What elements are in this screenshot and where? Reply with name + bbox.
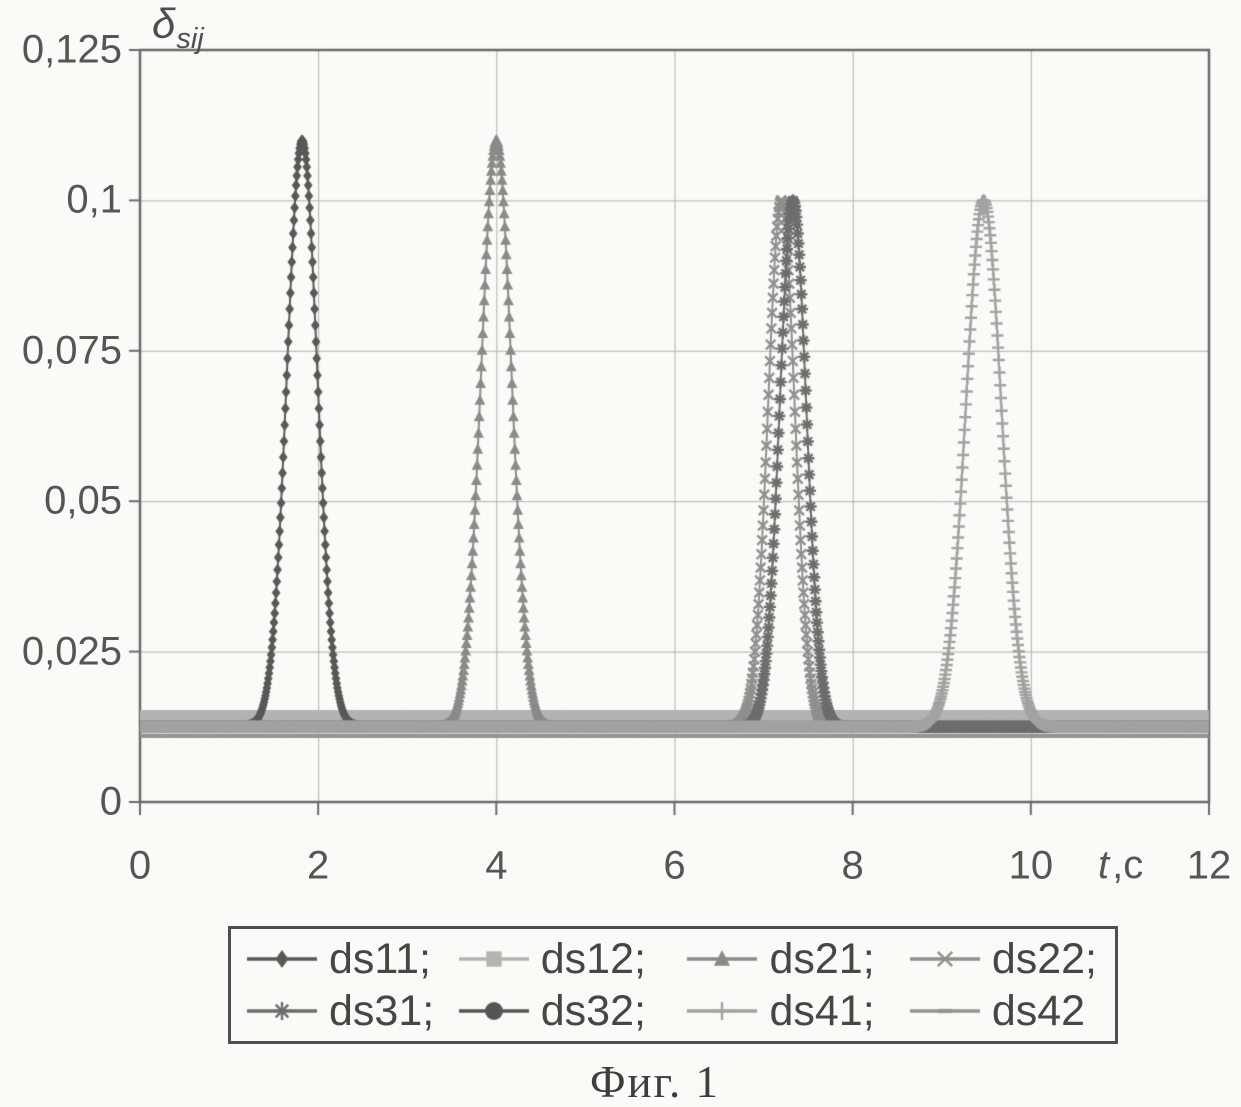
legend-label-ds41: ds41; bbox=[769, 986, 875, 1035]
x-tick-label-10: 10 bbox=[1008, 843, 1054, 888]
legend-label-ds21: ds21; bbox=[769, 934, 875, 983]
y-axis-title-subscript: sij bbox=[176, 23, 204, 55]
y-axis-title: δsij bbox=[152, 0, 204, 55]
legend-marker-triangle-icon bbox=[685, 945, 760, 973]
y-tick-label-0,05: 0,05 bbox=[44, 478, 122, 523]
figure-caption: Фиг. 1 bbox=[589, 1057, 720, 1107]
legend-label-ds12: ds12; bbox=[540, 934, 646, 983]
y-tick-label-0,075: 0,075 bbox=[21, 328, 122, 373]
x-tick-label-8: 8 bbox=[841, 843, 864, 888]
legend-marker-x-icon bbox=[907, 945, 982, 973]
legend-label-ds31: ds31; bbox=[329, 986, 435, 1035]
legend-entry-ds22: ds22; bbox=[907, 933, 1109, 985]
legend-entry-ds31: ds31; bbox=[245, 985, 457, 1037]
legend-marker-plus-icon bbox=[685, 997, 760, 1025]
x-tick-label-0: 0 bbox=[128, 843, 152, 888]
legend-marker-diamond-icon bbox=[245, 945, 319, 973]
y-tick-label-0,125: 0,125 bbox=[21, 27, 122, 72]
legend-marker-asterisk-icon bbox=[245, 997, 319, 1025]
legend-label-ds11: ds11; bbox=[329, 934, 431, 983]
legend-label-ds22: ds22; bbox=[991, 934, 1098, 983]
legend-marker-circle-icon bbox=[456, 997, 531, 1025]
legend-box: ds11; ds12; ds21; ds22; ds31; ds32; ds41; ds42 bbox=[228, 926, 1118, 1044]
x-tick-label-4: 4 bbox=[485, 843, 508, 888]
x-axis-title-variable: t bbox=[1098, 843, 1110, 887]
x-tick-label-12: 12 bbox=[1186, 843, 1232, 888]
x-axis-title-unit: ,c bbox=[1112, 843, 1144, 887]
legend-marker-square-icon bbox=[456, 945, 531, 973]
legend-entry-ds42: ds42 bbox=[907, 985, 1109, 1037]
y-tick-label-0: 0 bbox=[99, 779, 122, 824]
y-tick-label-0,1: 0,1 bbox=[66, 177, 122, 222]
legend-label-ds42: ds42 bbox=[991, 986, 1086, 1035]
legend-label-ds32: ds32; bbox=[540, 986, 646, 1035]
chart-canvas bbox=[0, 0, 1241, 910]
x-tick-label-2: 2 bbox=[307, 843, 330, 888]
y-axis-title-delta: δ bbox=[152, 0, 176, 47]
legend-entry-ds21: ds21; bbox=[685, 933, 907, 985]
x-axis-title: t,c bbox=[1098, 843, 1143, 888]
legend-entry-ds11: ds11; bbox=[245, 933, 457, 985]
x-tick-label-6: 6 bbox=[663, 843, 686, 888]
legend-entry-ds32: ds32; bbox=[456, 985, 686, 1037]
legend-marker-dash-icon bbox=[907, 997, 982, 1025]
y-tick-label-0,025: 0,025 bbox=[21, 629, 122, 674]
legend-entry-ds12: ds12; bbox=[456, 933, 686, 985]
legend-entry-ds41: ds41; bbox=[685, 985, 907, 1037]
